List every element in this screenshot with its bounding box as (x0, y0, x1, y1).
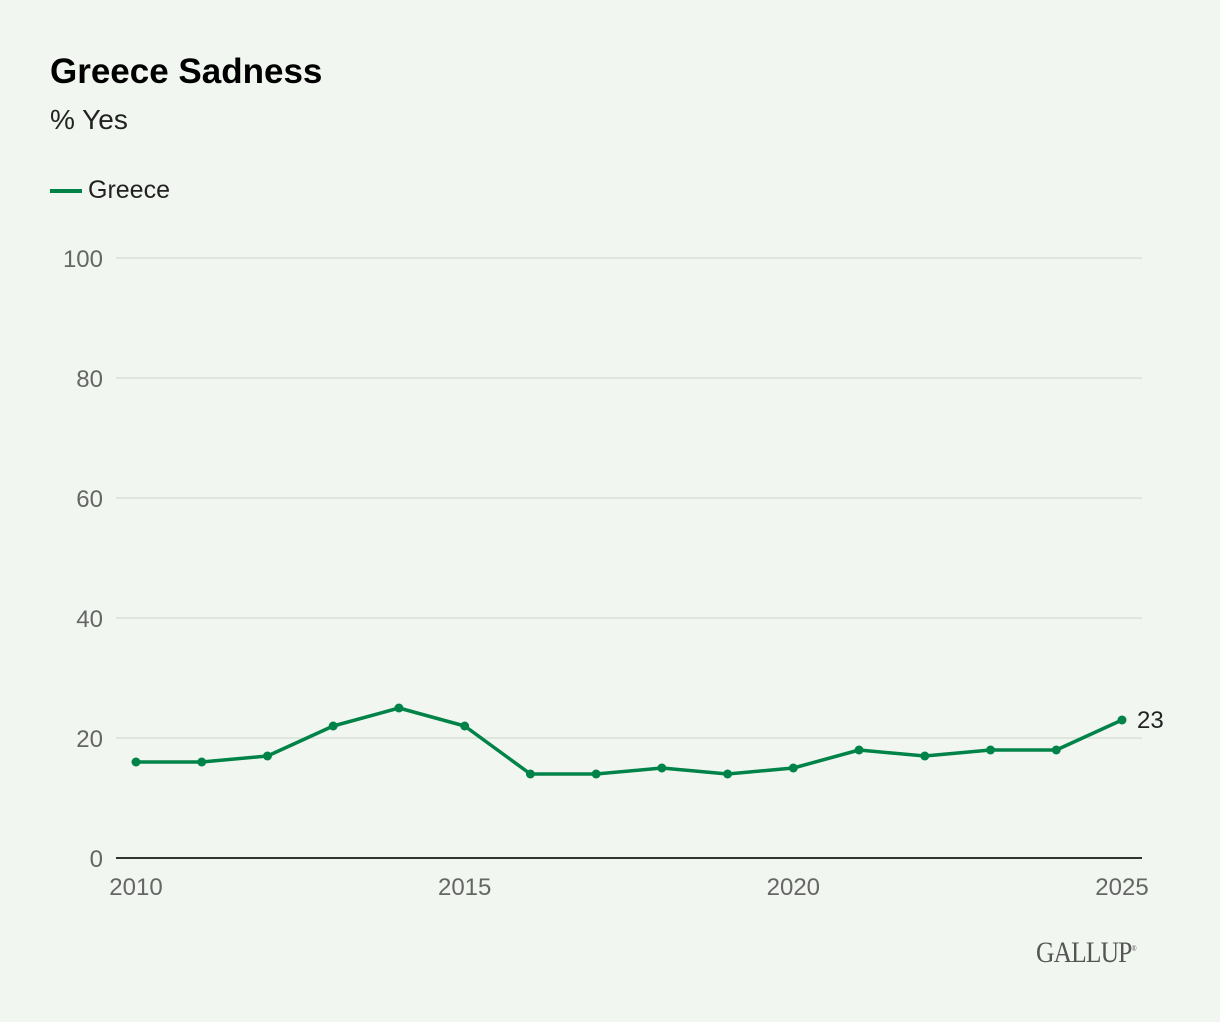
series-line-greece (136, 706, 1123, 776)
data-point-2022 (920, 751, 930, 761)
y-tick-label: 20 (76, 726, 103, 753)
data-point-2021 (854, 745, 864, 755)
data-point-2014 (394, 703, 404, 713)
legend-label-greece: Greece (88, 176, 170, 204)
gallup-logo: GALLUP® (1036, 936, 1137, 969)
y-tick-label: 60 (76, 486, 103, 513)
data-point-2011 (197, 757, 207, 767)
y-tick-label: 100 (63, 246, 103, 273)
data-point-2016 (525, 769, 535, 779)
legend: Greece (50, 176, 170, 205)
data-point-2013 (328, 721, 338, 731)
x-tick-label: 2010 (109, 874, 162, 901)
data-point-2012 (262, 751, 272, 761)
data-point-2020 (788, 763, 798, 773)
x-tick-label: 2020 (767, 874, 820, 901)
x-tick-label: 2015 (438, 874, 491, 901)
x-tick-label: 2025 (1095, 874, 1148, 901)
legend-swatch-greece (50, 188, 82, 193)
data-point-2024 (1051, 745, 1061, 755)
chart-title: Greece Sadness (50, 52, 323, 91)
data-point-2025 (1117, 715, 1127, 725)
data-point-2019 (723, 769, 733, 779)
y-tick-label: 80 (76, 366, 103, 393)
data-point-2018 (657, 763, 667, 773)
chart-subtitle: % Yes (50, 104, 128, 135)
y-tick-label: 40 (76, 606, 103, 633)
end-value-label: 23 (1137, 707, 1164, 734)
data-point-2023 (986, 745, 996, 755)
data-point-2017 (591, 769, 601, 779)
y-tick-label: 0 (90, 846, 103, 873)
data-point-2010 (131, 757, 141, 767)
data-point-2015 (460, 721, 470, 731)
